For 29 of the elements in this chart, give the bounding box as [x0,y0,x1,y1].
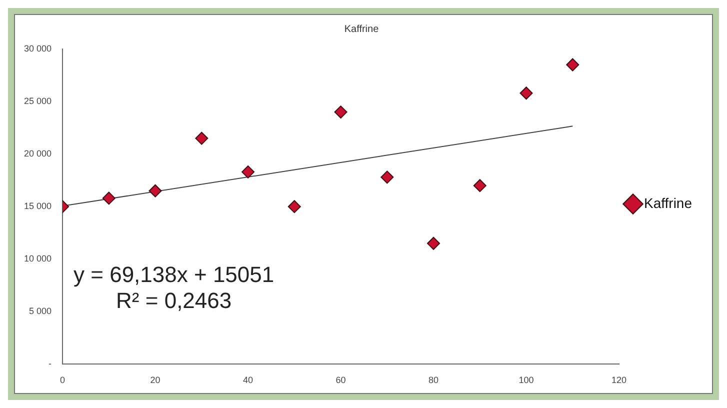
chart-title: Kaffrine [344,24,380,35]
x-tick-label: 120 [611,375,627,386]
point [427,236,440,250]
y-tick-label: 30 000 [24,43,52,54]
point [566,58,580,72]
point [520,86,533,100]
annotation: y = 69,138x + 15051 [74,262,274,288]
y-tick-label: 5 000 [28,306,52,316]
x-tick-label: 60 [336,375,346,386]
x-tick-label: 0 [60,375,66,386]
y-tick-label: 15 000 [24,201,52,212]
point [242,165,255,178]
point [195,132,208,145]
point [102,192,116,205]
point [334,106,348,119]
annotation: R² = 0,2463 [116,288,232,314]
point [148,184,162,198]
x-tick-label: 80 [428,375,439,386]
y-tick-label: 10 000 [24,254,52,264]
y-tick-label: - [48,358,52,369]
x-tick-label: 100 [518,375,534,386]
x-tick-label: 40 [243,375,254,386]
x-tick-label: 20 [150,375,160,386]
y-tick-label: 20 000 [24,148,52,159]
y-tick-label: 25 000 [24,96,52,106]
point [473,179,486,192]
legend-label: Kaffrine [644,194,692,211]
point [380,170,394,184]
point [288,200,301,214]
